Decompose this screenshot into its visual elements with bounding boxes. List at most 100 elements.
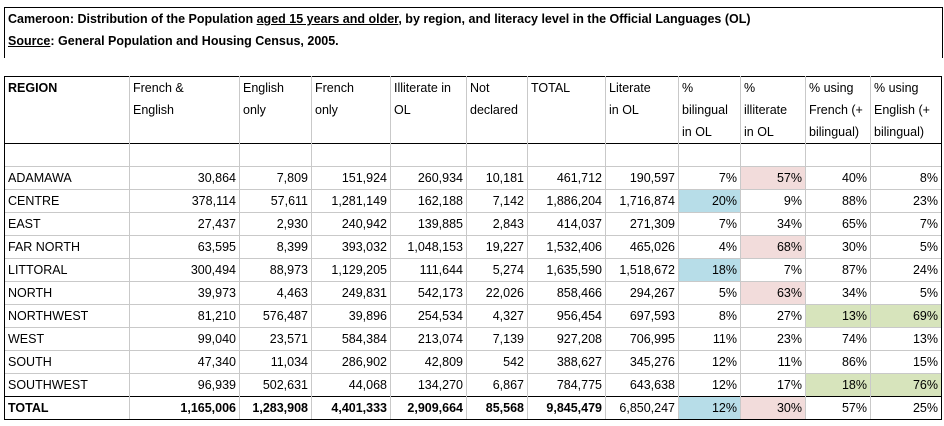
value-cell: 17% xyxy=(740,373,806,397)
value-cell: 213,074 xyxy=(390,327,467,351)
region-cell: SOUTHWEST xyxy=(4,373,130,397)
table-row: WEST 99,040 23,571 584,384 213,074 7,139 927,2… xyxy=(4,327,942,351)
value-cell: 1,048,153 xyxy=(390,235,467,259)
column-header xyxy=(466,121,528,144)
column-header: bilingual xyxy=(678,99,741,121)
column-header: in OL xyxy=(605,99,679,121)
total-cell: 30% xyxy=(740,396,806,420)
column-header: % xyxy=(740,76,806,99)
value-cell: 465,026 xyxy=(605,235,679,259)
value-cell: 643,638 xyxy=(605,373,679,397)
value-cell: 584,384 xyxy=(311,327,391,351)
value-cell: 7% xyxy=(678,166,741,190)
column-header: declared xyxy=(466,99,528,121)
value-cell: 2,843 xyxy=(466,212,528,236)
value-cell: 260,934 xyxy=(390,166,467,190)
value-cell: 39,973 xyxy=(129,281,240,305)
source-label: Source xyxy=(8,34,51,48)
value-cell: 576,487 xyxy=(239,304,312,328)
column-header: French xyxy=(311,76,391,99)
value-cell: 249,831 xyxy=(311,281,391,305)
table-row: NORTHWEST 81,210 576,487 39,896 254,534 4,327… xyxy=(4,304,942,328)
value-cell: 6,867 xyxy=(466,373,528,397)
value-cell: 7% xyxy=(740,258,806,282)
column-header: English xyxy=(129,99,240,121)
value-cell: 4,463 xyxy=(239,281,312,305)
column-header: illiterate xyxy=(740,99,806,121)
column-header: REGION xyxy=(4,76,130,99)
value-cell: 927,208 xyxy=(527,327,606,351)
value-cell: 139,885 xyxy=(390,212,467,236)
value-cell: 393,032 xyxy=(311,235,391,259)
value-cell: 4,327 xyxy=(466,304,528,328)
table-row: EAST 27,437 2,930 240,942 139,885 2,843 414,03… xyxy=(4,212,942,236)
value-cell: 22,026 xyxy=(466,281,528,305)
region-cell: CENTRE xyxy=(4,189,130,213)
column-header: % using xyxy=(870,76,942,99)
value-cell: 542,173 xyxy=(390,281,467,305)
value-cell: 1,716,874 xyxy=(605,189,679,213)
value-cell: 388,627 xyxy=(527,350,606,374)
value-cell: 1,886,204 xyxy=(527,189,606,213)
region-cell: NORTHWEST xyxy=(4,304,130,328)
table-row: SOUTHWEST 96,939 502,631 44,068 134,270 6,867… xyxy=(4,373,942,397)
column-header: only xyxy=(311,99,391,121)
source-line: Source: General Population and Housing C… xyxy=(5,30,942,52)
value-cell: 8% xyxy=(678,304,741,328)
column-header xyxy=(4,99,130,121)
value-cell: 7% xyxy=(678,212,741,236)
source-text: : General Population and Housing Census,… xyxy=(50,34,339,48)
value-cell: 697,593 xyxy=(605,304,679,328)
value-cell: 42,809 xyxy=(390,350,467,374)
value-cell: 4% xyxy=(678,235,741,259)
value-cell: 300,494 xyxy=(129,258,240,282)
value-cell: 11% xyxy=(740,350,806,374)
value-cell: 8,399 xyxy=(239,235,312,259)
value-cell: 76% xyxy=(870,373,942,397)
empty-cell xyxy=(740,143,806,167)
value-cell: 7% xyxy=(870,212,942,236)
table-body: REGION French & English French Illiterate in… xyxy=(4,76,942,420)
value-cell: 1,635,590 xyxy=(527,258,606,282)
total-cell: 12% xyxy=(678,396,741,420)
value-cell: 96,939 xyxy=(129,373,240,397)
total-cell: 1,165,006 xyxy=(129,396,240,420)
value-cell: 40% xyxy=(805,166,871,190)
total-cell: 4,401,333 xyxy=(311,396,391,420)
empty-cell xyxy=(4,143,130,167)
value-cell: 240,942 xyxy=(311,212,391,236)
empty-cell xyxy=(678,143,741,167)
value-cell: 39,896 xyxy=(311,304,391,328)
value-cell: 1,532,406 xyxy=(527,235,606,259)
column-header: French (+ xyxy=(805,99,871,121)
header-row: English only only OL declared in OL bilingual i… xyxy=(4,99,942,121)
value-cell: 294,267 xyxy=(605,281,679,305)
value-cell: 99,040 xyxy=(129,327,240,351)
value-cell: 784,775 xyxy=(527,373,606,397)
region-cell: SOUTH xyxy=(4,350,130,374)
value-cell: 111,644 xyxy=(390,258,467,282)
value-cell: 858,466 xyxy=(527,281,606,305)
value-cell: 88,973 xyxy=(239,258,312,282)
total-cell: 9,845,479 xyxy=(527,396,606,420)
value-cell: 30,864 xyxy=(129,166,240,190)
value-cell: 956,454 xyxy=(527,304,606,328)
column-header: bilingual) xyxy=(870,121,942,144)
empty-cell xyxy=(527,143,606,167)
value-cell: 15% xyxy=(870,350,942,374)
empty-cell xyxy=(311,143,391,167)
value-cell: 12% xyxy=(678,350,741,374)
total-cell: 2,909,664 xyxy=(390,396,467,420)
value-cell: 13% xyxy=(870,327,942,351)
value-cell: 44,068 xyxy=(311,373,391,397)
column-header: Illiterate in xyxy=(390,76,467,99)
value-cell: 345,276 xyxy=(605,350,679,374)
value-cell: 542 xyxy=(466,350,528,374)
value-cell: 7,809 xyxy=(239,166,312,190)
empty-cell xyxy=(466,143,528,167)
total-cell: 1,283,908 xyxy=(239,396,312,420)
table-row: SOUTH 47,340 11,034 286,902 42,809 542 388,627… xyxy=(4,350,942,374)
column-header: French & xyxy=(129,76,240,99)
column-header xyxy=(129,121,240,144)
